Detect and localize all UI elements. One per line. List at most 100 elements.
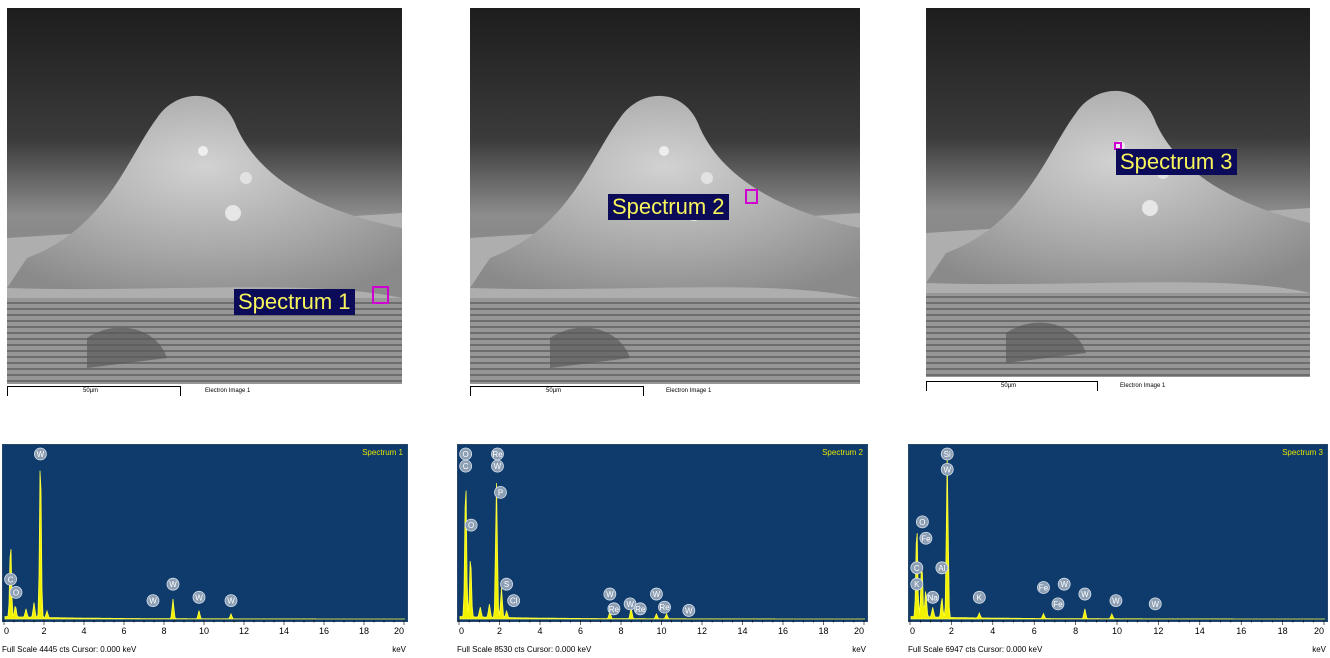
element-marker-p: P (494, 485, 507, 499)
spectrum-1-label: Spectrum 1 (234, 289, 355, 315)
spectrum-2-marker[interactable] (745, 189, 758, 204)
x-tick-label: 18 (359, 626, 369, 636)
element-marker-w: W (603, 587, 617, 601)
element-marker-al: Al (935, 561, 949, 575)
svg-text:C: C (914, 564, 920, 573)
image-label: Electron Image 1 (205, 388, 251, 394)
x-tick-label: 10 (656, 626, 666, 636)
x-tick-label: 20 (1314, 626, 1324, 636)
svg-text:Si: Si (944, 450, 951, 459)
element-marker-s: S (500, 577, 513, 591)
element-marker-c: C (910, 561, 924, 575)
element-marker-na: Na (926, 590, 940, 604)
spectrum-trace (459, 482, 865, 620)
svg-text:W: W (227, 597, 235, 606)
x-tick-label: 16 (778, 626, 788, 636)
element-marker-w: W (192, 590, 206, 604)
element-marker-o: O (459, 447, 473, 461)
svg-text:W: W (195, 593, 203, 602)
svg-text:W: W (606, 590, 614, 599)
svg-text:O: O (13, 588, 19, 597)
scale-bar (926, 381, 1098, 391)
svg-text:W: W (653, 590, 661, 599)
spectrum-2-footer: Full Scale 8530 cts Cursor: 0.000 keV ke… (457, 638, 866, 656)
element-marker-w: W (1109, 594, 1123, 608)
svg-text:W: W (169, 580, 177, 589)
spectrum-status: Full Scale 4445 cts Cursor: 0.000 keV (2, 645, 137, 654)
x-tick-label: 0 (459, 626, 464, 636)
svg-text:K: K (914, 580, 920, 589)
svg-text:Al: Al (938, 564, 945, 573)
element-marker-w: W (650, 587, 663, 601)
svg-text:W: W (1081, 590, 1089, 599)
micrograph-3: Spectrum 3 (926, 8, 1321, 384)
scale-bar (470, 386, 644, 396)
element-marker-fe: Fe (919, 531, 933, 545)
spectrum-1-axis: 0 2 4 6 8 10 12 14 16 18 20 (2, 620, 406, 638)
spectrum-3-footer: Full Scale 6947 cts Cursor: 0.000 keV ke… (908, 638, 1326, 656)
element-marker-re: Re (633, 602, 647, 616)
element-marker-fe: Fe (1037, 581, 1050, 594)
element-marker-c: C (4, 572, 17, 586)
x-tick-label: 18 (818, 626, 828, 636)
micrograph-1-footer: 50µm Electron Image 1 (7, 386, 402, 400)
spectrum-title: Spectrum 1 (362, 448, 403, 457)
element-marker-fe: Fe (1051, 597, 1065, 611)
axis-unit: keV (1312, 645, 1326, 654)
svg-text:S: S (504, 580, 509, 589)
svg-text:W: W (1112, 597, 1120, 606)
x-tick-label: 12 (239, 626, 249, 636)
sem-image-3 (926, 8, 1310, 377)
x-tick-label: 8 (1073, 626, 1078, 636)
spectrum-trace (910, 456, 1325, 620)
svg-text:W: W (37, 450, 45, 459)
x-tick-label: 4 (990, 626, 995, 636)
element-marker-k: K (972, 590, 986, 604)
x-tick-label: 10 (1112, 626, 1122, 636)
svg-text:W: W (685, 606, 693, 615)
svg-text:Fe: Fe (1053, 600, 1063, 609)
spectrum-1-footer: Full Scale 4445 cts Cursor: 0.000 keV ke… (2, 638, 406, 656)
svg-text:W: W (494, 462, 502, 471)
element-marker-w: W (1148, 597, 1162, 611)
svg-text:Re: Re (492, 450, 503, 459)
image-label: Electron Image 1 (1120, 383, 1166, 389)
element-marker-w: W (1057, 577, 1071, 591)
scale-bar-label: 50µm (546, 388, 562, 394)
svg-text:O: O (468, 521, 474, 530)
spectrum-3-chart: Si W O Fe C K Na Al K Fe Fe W W W W Spectrum 3 (908, 444, 1328, 622)
x-tick-label: 12 (1153, 626, 1163, 636)
x-tick-label: 4 (81, 626, 86, 636)
svg-text:Re: Re (659, 603, 670, 612)
element-marker-w: W (491, 459, 504, 473)
element-marker-w: W (224, 594, 238, 608)
x-tick-label: 18 (1278, 626, 1288, 636)
svg-text:W: W (943, 465, 951, 474)
spectrum-1-marker[interactable] (372, 286, 389, 304)
element-marker-w: W (682, 604, 696, 617)
svg-text:Re: Re (609, 605, 620, 614)
x-tick-label: 14 (279, 626, 289, 636)
micrograph-3-footer: 50µm Electron Image 1 (926, 381, 1310, 395)
element-marker-re: Re (607, 602, 621, 616)
x-axis: 0 2 4 6 8 10 12 14 16 18 20 (3, 620, 405, 636)
element-marker-o: O (464, 518, 478, 532)
spectrum-3-label: Spectrum 3 (1116, 149, 1237, 175)
micrograph-2: Spectrum 2 (470, 8, 865, 384)
element-marker-w: W (1078, 587, 1092, 601)
svg-text:W: W (1151, 600, 1159, 609)
svg-text:Na: Na (928, 593, 939, 602)
svg-text:W: W (149, 597, 157, 606)
svg-text:Re: Re (635, 605, 646, 614)
scale-bar (7, 386, 181, 396)
spectrum-title: Spectrum 3 (1282, 448, 1323, 457)
element-marker-c: C (459, 459, 473, 473)
x-tick-label: 8 (618, 626, 623, 636)
x-tick-label: 12 (697, 626, 707, 636)
svg-text:C: C (463, 462, 469, 471)
scale-bar-label: 50µm (83, 388, 99, 394)
svg-text:W: W (626, 600, 634, 609)
